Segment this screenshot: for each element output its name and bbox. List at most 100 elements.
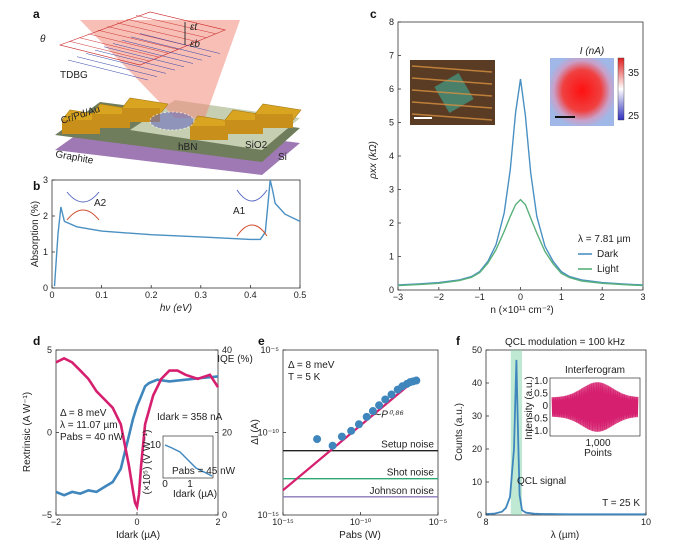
lattice-line <box>76 56 158 77</box>
panel-c-y-tick-label: 0 <box>389 285 394 295</box>
lattice-line <box>103 46 185 68</box>
interferogram-ytick: −0.5 <box>528 414 548 425</box>
panel-d-x-tick-label: −2 <box>51 517 61 527</box>
panel-d-inset-title: Idark = 358 nA <box>157 412 223 423</box>
colorbar <box>617 57 625 121</box>
panel-e-y-tick-label: 10⁻⁵ <box>261 345 280 355</box>
lattice-line <box>139 33 221 54</box>
panel-d-inset-xtick: 1 <box>187 479 193 490</box>
panel-d-x-tick-label: 0 <box>134 517 139 527</box>
panel-d-yright-tick-label: 40 <box>222 345 232 355</box>
panel-e-y-tick-label: 10⁻¹⁵ <box>258 510 280 520</box>
panel-c-xlabel: n (×10¹¹ cm⁻²) <box>490 305 553 316</box>
panel-c-x-tick-label: −1 <box>475 292 485 302</box>
colorbar-tick-35: 35 <box>628 68 640 79</box>
panel-e-data-point <box>328 441 337 450</box>
layer-label-hbn: hBN <box>178 142 197 153</box>
panel-f-title: QCL modulation = 100 kHz <box>505 337 625 348</box>
panel-d-inset-note: Pabs = 45 nW <box>172 466 236 477</box>
panel-b-x-tick-label: 0.5 <box>294 290 307 300</box>
panel-c-y-tick-label: 6 <box>389 84 394 94</box>
lattice-line <box>94 49 176 71</box>
panel-e-data-point <box>375 401 384 410</box>
panel-letter-a: a <box>33 7 40 21</box>
lattice-line <box>121 39 203 61</box>
panel-e-y-tick-label: 10⁻¹⁰ <box>258 428 280 438</box>
lattice-line <box>85 53 167 74</box>
panel-b-annot-a1: A1 <box>233 206 246 217</box>
panel-e-x-tick-label: 10⁻⁵ <box>429 517 448 527</box>
optical-image-lead <box>411 113 493 121</box>
panel-d-yleft-tick-label: 5 <box>47 345 52 355</box>
panel-b-y-tick-label: 1 <box>43 247 48 257</box>
panel-d-param: Pabs = 40 nW <box>60 432 124 443</box>
lattice-line <box>135 15 217 35</box>
panel-c-y-tick-label: 8 <box>389 17 394 27</box>
panel-d-inset-xtick: 0 <box>162 479 168 490</box>
panel-f-y-tick-label: 20 <box>472 444 482 454</box>
lattice-line <box>67 59 149 81</box>
panel-e-xlabel: Pabs (W) <box>339 530 381 541</box>
panel-e-data-point <box>412 376 421 385</box>
band-a2-lower <box>66 209 100 221</box>
optical-image-lead <box>411 77 493 85</box>
panel-f-y-tick-label: 50 <box>472 345 482 355</box>
panel-c-y-tick-label: 1 <box>389 252 394 262</box>
panel-e-data-point <box>381 395 390 404</box>
interferogram-ytick: 1.0 <box>534 376 548 387</box>
optical-image-lead <box>411 101 493 109</box>
panel-d-inset-frame <box>162 435 214 479</box>
electrode-side <box>190 126 228 140</box>
sample-spot <box>149 111 195 131</box>
panel-d-yright-tick-label: 20 <box>222 428 232 438</box>
panel-f-annot-temp: T = 25 K <box>602 498 640 509</box>
lattice-line <box>112 43 194 64</box>
interferogram-title: Interferogram <box>565 365 625 376</box>
panel-d-param: Δ = 8 meV <box>60 408 107 419</box>
optical-image-lead <box>411 89 493 97</box>
interferogram-xlabel: Points <box>584 448 612 459</box>
lattice-line <box>130 36 212 58</box>
panel-f-x-tick-label: 8 <box>483 517 488 527</box>
panel-c-x-tick-label: 1 <box>559 292 564 302</box>
electrode-side <box>255 114 293 128</box>
panel-d-ylabel-left: Rextrinsic (A W⁻¹) <box>22 392 33 472</box>
panel-d-inset-ylabel: (×10⁵) (V W⁻¹) <box>142 430 153 495</box>
panel-c-y-tick-label: 4 <box>389 151 394 161</box>
interferogram-ytick: 0.5 <box>534 389 548 400</box>
panel-c-legend-label: Dark <box>597 249 619 260</box>
panel-b-x-tick-label: 0.1 <box>95 290 108 300</box>
panel-f-ylabel: Counts (a.u.) <box>454 403 465 461</box>
panel-e-data-point <box>362 412 371 421</box>
panel-b-x-tick-label: 0.4 <box>244 290 257 300</box>
interferogram-signal <box>551 382 639 432</box>
panel-c-y-tick-label: 2 <box>389 218 394 228</box>
panel-c-y-tick-label: 3 <box>389 185 394 195</box>
layer-label-si: Si <box>278 152 287 163</box>
panel-c-x-tick-label: 3 <box>640 292 645 302</box>
noise-label-johnson: Johnson noise <box>370 486 435 497</box>
qcl-highlight-band <box>510 350 522 515</box>
lattice-line <box>88 33 169 54</box>
panel-e-data-point <box>368 407 377 416</box>
panel-d-inset-xlabel: Idark (µA) <box>173 489 217 500</box>
electrode-side <box>92 114 130 128</box>
band-a1-upper <box>236 189 268 202</box>
panel-b-absorption-line <box>53 179 301 287</box>
layer-label-tdbg: TDBG <box>60 70 88 81</box>
panel-f-annot-qcl: QCL signal <box>517 476 566 487</box>
light-beam <box>80 20 240 118</box>
panel-c-light-line <box>397 198 644 287</box>
panel-e-x-tick-label: 10⁻¹⁵ <box>272 517 294 527</box>
interferogram-ytick: 0 <box>542 401 548 412</box>
panel-letter-b: b <box>33 179 40 193</box>
panel-e-data-point <box>387 390 396 399</box>
panel-e-data-point <box>354 420 363 429</box>
panel-f-y-tick-label: 0 <box>477 510 482 520</box>
panel-letter-c: c <box>370 7 377 21</box>
panel-d-rextrinsic-line <box>55 375 219 497</box>
panel-d-yleft-tick-label: 0 <box>47 428 52 438</box>
field-label-top: εt <box>190 22 198 33</box>
panel-b-y-tick-label: 0 <box>43 283 48 293</box>
